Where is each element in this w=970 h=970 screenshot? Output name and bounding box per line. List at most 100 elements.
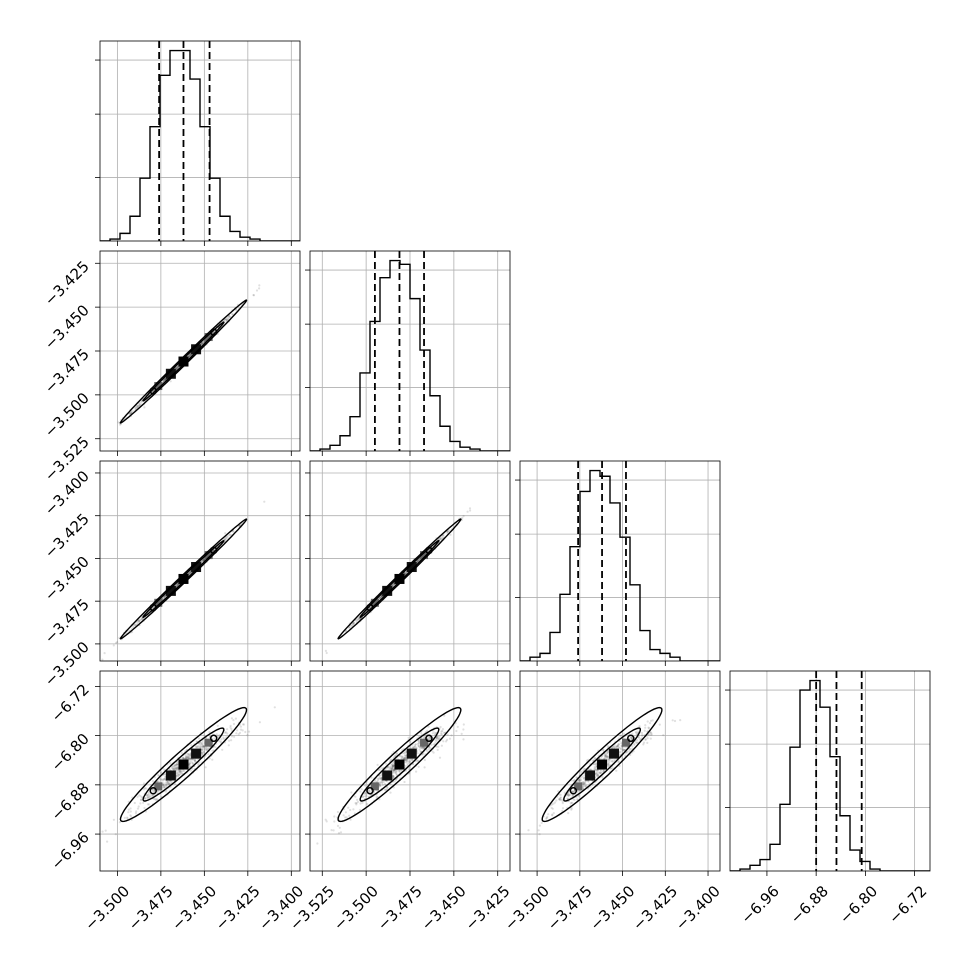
scatter-point (149, 796, 152, 799)
scatter-point (631, 732, 634, 735)
scatter-point (552, 802, 555, 805)
scatter-point (400, 755, 403, 758)
scatter-point (324, 649, 327, 653)
scatter-point (589, 768, 592, 771)
scatter-point (350, 624, 354, 627)
scatter-point (579, 779, 582, 782)
scatter-point (189, 757, 192, 760)
scatter-point (599, 769, 603, 772)
scatter-point (140, 401, 143, 404)
scatter-point (622, 748, 625, 752)
scatter-point (165, 783, 168, 786)
scatter-point (349, 818, 352, 821)
scatter-point (638, 725, 641, 728)
scatter-point (184, 757, 188, 760)
scatter-point (435, 736, 438, 739)
scatter-point (188, 354, 191, 357)
scatter-point (602, 757, 605, 760)
scatter-point (202, 558, 206, 561)
scatter-point (114, 833, 117, 836)
scatter-point (585, 784, 588, 787)
scatter-point (106, 840, 109, 843)
scatter-point (174, 764, 177, 767)
scatter-point (143, 806, 146, 810)
scatter-point (163, 595, 166, 598)
scatter-point (662, 734, 665, 737)
scatter-point (141, 617, 144, 620)
scatter-point (175, 367, 178, 370)
scatter-point (551, 813, 554, 816)
scatter-point (208, 757, 211, 760)
scatter-point (391, 766, 394, 770)
joint-panel-2-1 (305, 460, 511, 666)
scatter-point (358, 617, 361, 620)
scatter-point (380, 777, 383, 781)
scatter-point (222, 737, 225, 740)
contour-2.5 (337, 518, 462, 640)
density-marker (366, 787, 374, 795)
scatter-point (418, 745, 421, 749)
scatter-point (183, 757, 186, 761)
scatter-point (386, 786, 389, 789)
scatter-point (605, 755, 608, 758)
density-core (149, 328, 218, 395)
scatter-point (180, 772, 184, 775)
density-marker (627, 734, 635, 743)
scatter-point (112, 644, 115, 647)
scatter-point (175, 763, 178, 766)
scatter-point (359, 617, 362, 620)
scatter-point (384, 762, 388, 765)
scatter-point (163, 378, 167, 381)
scatter-point (137, 620, 141, 623)
scatter-point (428, 735, 431, 738)
scatter-point (223, 538, 226, 541)
scatter-point (115, 641, 118, 645)
scatter-point (166, 781, 169, 784)
scatter-point (587, 780, 590, 783)
scatter-point (229, 724, 232, 728)
scatter-point (438, 756, 442, 759)
scatter-point (152, 788, 155, 791)
scatter-point (540, 821, 543, 825)
scatter-point (355, 802, 358, 805)
scatter-point (125, 816, 129, 819)
x-tick-label-0-3: −3.425 (212, 882, 264, 934)
scatter-point (581, 786, 584, 789)
scatter-point (392, 583, 395, 586)
scatter-point (416, 752, 419, 755)
y-tick-label-3-2: −6.80 (48, 730, 93, 775)
scatter-point (407, 736, 410, 739)
density-cell (394, 759, 405, 770)
scatter-point (378, 776, 382, 779)
scatter-point (202, 750, 205, 753)
scatter-point (392, 776, 395, 779)
scatter-point (571, 790, 574, 793)
scatter-point (414, 743, 417, 747)
scatter-point (405, 760, 408, 763)
density-marker (569, 787, 578, 795)
scatter-point (567, 793, 570, 797)
scatter-point (222, 736, 225, 739)
scatter-point (582, 787, 585, 790)
scatter-point (439, 537, 442, 540)
scatter-point (368, 789, 371, 792)
scatter-point (385, 788, 388, 791)
scatter-point (228, 315, 231, 318)
scatter-point (404, 751, 407, 754)
density-cell (178, 356, 189, 367)
marginal-panel-1 (305, 250, 511, 456)
scatter-point (389, 766, 392, 769)
scatter-point (218, 740, 221, 743)
scatter-point (417, 740, 420, 743)
histogram-0 (100, 49, 300, 241)
scatter-point (593, 756, 596, 760)
scatter-point (603, 757, 606, 760)
scatter-point (415, 770, 418, 773)
scatter-point (145, 794, 148, 797)
scatter-point (606, 763, 610, 766)
panel-content (101, 500, 266, 661)
scatter-point (469, 509, 472, 512)
scatter-point (432, 751, 435, 754)
scatter-point (379, 595, 382, 599)
scatter-point (401, 755, 404, 759)
